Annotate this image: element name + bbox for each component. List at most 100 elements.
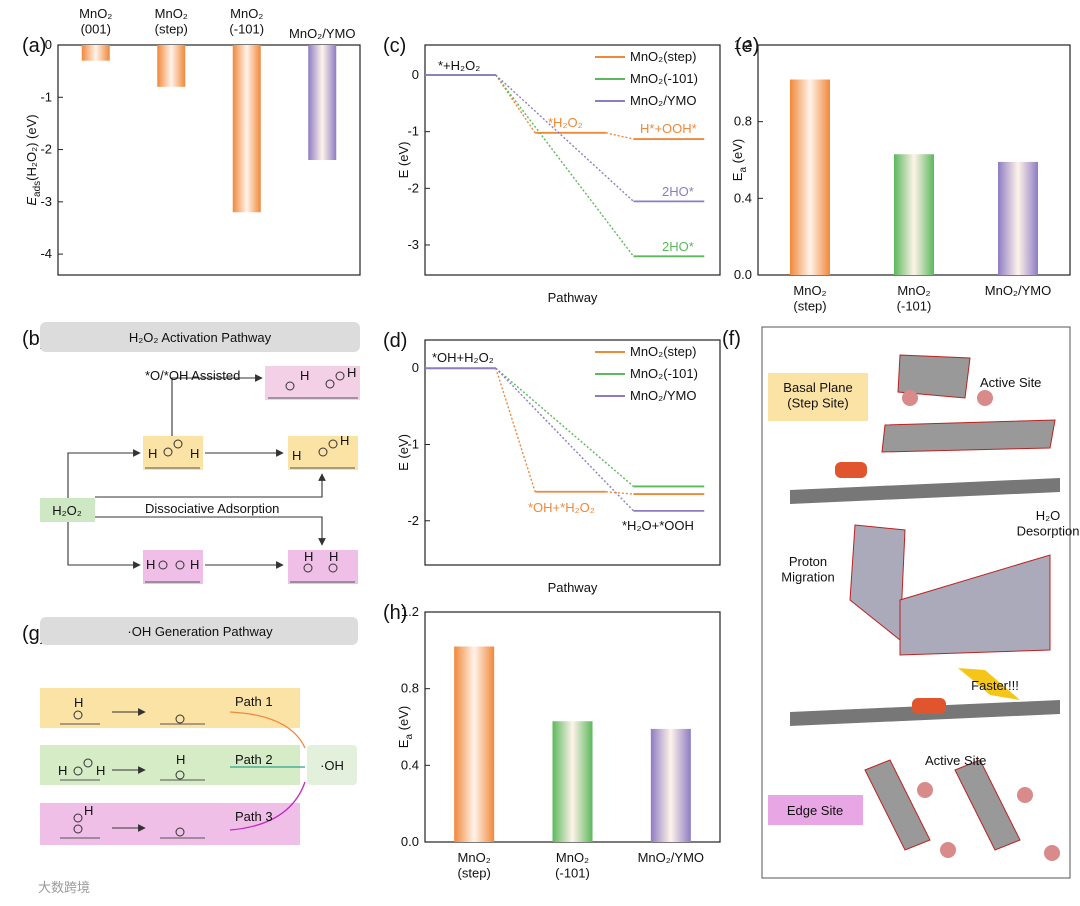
annotation: H₂O Desorption <box>1017 508 1080 539</box>
annotation: Active Site <box>925 753 986 768</box>
panel-label: (f) <box>722 328 741 350</box>
y-axis-label-part: (eV) <box>730 139 745 167</box>
path-label: Path 1 <box>235 694 273 709</box>
annotation: *H₂O₂ <box>548 115 583 130</box>
y-tick-label: 0.8 <box>734 114 752 129</box>
panel-g: (g) ·OH Generation Pathway ·OH Path 1 Pa… <box>22 617 358 845</box>
product-box <box>307 745 357 785</box>
category-label: MnO₂ (-101) <box>897 283 932 314</box>
state-box <box>143 550 203 584</box>
y-tick-label: 0 <box>412 67 419 82</box>
atom: H <box>96 763 105 778</box>
bar <box>157 45 186 87</box>
atom: H <box>190 557 199 572</box>
site-label: Basal Plane (Step Site) <box>783 380 852 411</box>
category-label: MnO₂ (-101) <box>555 850 590 881</box>
connector <box>605 132 634 140</box>
y-axis-label-part: (eV) <box>396 706 411 734</box>
plot-frame <box>57 44 361 276</box>
reactant-box <box>40 498 95 522</box>
y-axis-label-part: E <box>24 197 39 206</box>
annotation: *H₂O+*OOH <box>622 518 694 533</box>
bar <box>894 154 934 275</box>
connector <box>605 491 634 495</box>
bar <box>650 728 691 842</box>
route <box>229 781 306 831</box>
y-axis-label-part: E <box>396 462 411 471</box>
y-tick-label: 0.4 <box>401 757 419 772</box>
y-axis-label-part: (eV) <box>396 434 411 462</box>
y-axis-label-part: (H₂O₂) (eV) <box>24 114 39 180</box>
bar <box>308 45 337 160</box>
y-axis-label-part: E <box>396 739 411 748</box>
panel-label: (d) <box>383 330 407 352</box>
annotation: Active Site <box>980 375 1041 390</box>
molecule-sketch <box>73 710 185 837</box>
frame <box>761 326 1071 879</box>
label-box <box>768 795 863 825</box>
atom: H <box>340 433 349 448</box>
molecule-sketch <box>158 371 345 573</box>
y-axis-label-part: ads <box>32 181 43 197</box>
y-axis-label-part: a <box>404 734 415 740</box>
panel-label: (h) <box>383 602 407 624</box>
diagram-title: ·OH Generation Pathway <box>127 624 273 639</box>
path-label: Path 3 <box>235 809 273 824</box>
y-tick-label: -2 <box>407 513 419 528</box>
bar <box>81 45 110 61</box>
bar <box>232 45 261 213</box>
annotation: *OH+*H₂O₂ <box>528 500 595 515</box>
y-tick-label: -1 <box>40 89 52 104</box>
annotation: 2HO* <box>662 184 694 199</box>
atom: H <box>58 763 67 778</box>
connector <box>495 367 634 512</box>
category-label: MnO₂ (001) <box>79 6 112 37</box>
bar <box>998 161 1038 275</box>
category-label: MnO₂ (step) <box>155 6 188 37</box>
arrow <box>67 522 141 569</box>
path-box <box>40 688 300 728</box>
y-axis-label: E (eV) <box>396 142 411 179</box>
title-bar <box>40 617 358 645</box>
y-axis-label: Eads(H₂O₂) (eV) <box>24 114 43 205</box>
y-axis-label-part: E <box>730 172 745 181</box>
annotation: Proton Migration <box>781 554 834 585</box>
category-label: MnO₂ (-101) <box>229 6 264 37</box>
annotation: 2HO* <box>662 239 694 254</box>
y-tick-label: 0 <box>45 37 52 52</box>
y-tick-label: 0 <box>412 360 419 375</box>
atom: H <box>347 365 356 380</box>
y-tick-label: 0.4 <box>734 190 752 205</box>
connector <box>495 74 635 257</box>
panel-label: (c) <box>383 35 406 57</box>
site-label: Edge Site <box>787 803 843 818</box>
x-axis-label: Pathway <box>548 580 598 595</box>
label-box <box>768 373 868 421</box>
y-tick-label: 0.0 <box>734 267 752 282</box>
reactant: H₂O₂ <box>52 503 82 518</box>
arrow <box>67 449 141 498</box>
y-tick-label: 0.0 <box>401 834 419 849</box>
legend-label: MnO₂(-101) <box>630 71 698 86</box>
title-bar <box>40 322 360 352</box>
arrows <box>112 708 146 832</box>
y-axis-label-part: a <box>738 167 749 173</box>
watermark: 大数跨境 <box>38 880 90 895</box>
annotation: *+H₂O₂ <box>438 58 480 73</box>
product: ·OH <box>320 758 344 773</box>
y-tick-label: 1.2 <box>734 37 752 52</box>
y-tick-label: -2 <box>407 180 419 195</box>
atom: H <box>300 368 309 383</box>
y-tick-label: -3 <box>40 194 52 209</box>
arrow <box>171 374 263 438</box>
atom: H <box>148 446 157 461</box>
category-label: MnO₂/YMO <box>638 850 704 865</box>
annotation: Faster!!! <box>971 678 1019 693</box>
state-box <box>288 550 358 584</box>
y-axis-label-part: (eV) <box>396 142 411 170</box>
y-tick-label: 0.8 <box>401 681 419 696</box>
surface <box>60 723 205 839</box>
category-label: MnO₂/YMO <box>985 283 1051 298</box>
atom: H <box>84 803 93 818</box>
